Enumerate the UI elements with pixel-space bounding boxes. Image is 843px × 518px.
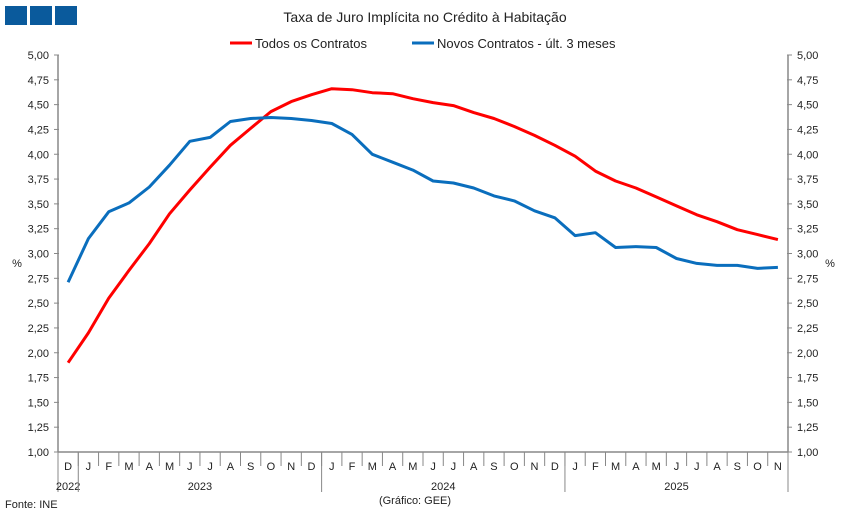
source-note: Fonte: INE: [5, 499, 58, 511]
y-tick-label-right: 3,75: [797, 174, 818, 186]
y-tick-label-left: 4,75: [28, 75, 49, 87]
x-tick-label: M: [124, 461, 133, 473]
x-tick-label: N: [774, 461, 782, 473]
x-tick-label: S: [490, 461, 497, 473]
year-label: 2022: [56, 481, 80, 493]
y-tick-label-left: 2,50: [28, 298, 49, 310]
x-tick-label: O: [267, 461, 276, 473]
x-tick-label: S: [247, 461, 254, 473]
x-tick-label: A: [389, 461, 397, 473]
y-tick-label-left: 3,25: [28, 224, 49, 236]
x-tick-label: F: [105, 461, 112, 473]
y-tick-label-left: 3,00: [28, 249, 49, 261]
x-tick-label: J: [430, 461, 436, 473]
year-label: 2025: [664, 481, 688, 493]
logo-square: [55, 6, 77, 25]
y-tick-label-left: 1,50: [28, 397, 49, 409]
x-tick-label: O: [753, 461, 762, 473]
credit-note: (Gráfico: GEE): [379, 495, 451, 507]
y-tick-label-right: 2,00: [797, 348, 818, 360]
x-tick-label: J: [329, 461, 335, 473]
x-tick-label: J: [674, 461, 680, 473]
y-tick-label-left: 4,25: [28, 124, 49, 136]
legend: Todos os Contratos Novos Contratos - últ…: [230, 36, 616, 51]
y-tick-label-right: 4,00: [797, 149, 818, 161]
y-tick-label-right: 5,00: [797, 50, 818, 62]
y-tick-label-right: 1,50: [797, 397, 818, 409]
y-tick-label-left: 5,00: [28, 50, 49, 62]
x-tick-label: A: [470, 461, 478, 473]
y-tick-label-left: 2,00: [28, 348, 49, 360]
x-tick-label: F: [592, 461, 599, 473]
x-tick-label: A: [146, 461, 154, 473]
x-tick-label: D: [64, 461, 72, 473]
y-tick-label-left: 2,75: [28, 273, 49, 285]
y-tick-label-left: 4,00: [28, 149, 49, 161]
logo-square: [5, 6, 27, 25]
x-tick-label: A: [227, 461, 235, 473]
y-tick-label-right: 2,50: [797, 298, 818, 310]
series-line-todos-contratos: [66, 87, 779, 364]
x-tick-label: N: [531, 461, 539, 473]
x-tick-label: M: [368, 461, 377, 473]
logo-square: [30, 6, 52, 25]
y-tick-label-right: 2,25: [797, 323, 818, 335]
y-tick-label-right: 1,00: [797, 447, 818, 459]
y-tick-label-left: 3,50: [28, 199, 49, 211]
x-tick-label: M: [165, 461, 174, 473]
y-tick-label-right: 2,75: [797, 273, 818, 285]
x-tick-label: D: [307, 461, 315, 473]
year-label: 2023: [188, 481, 212, 493]
chart-title: Taxa de Juro Implícita no Crédito à Habi…: [283, 9, 566, 25]
x-tick-label: M: [652, 461, 661, 473]
y-tick-label-right: 3,25: [797, 224, 818, 236]
legend-label-todos: Todos os Contratos: [255, 36, 368, 51]
y-axis-label-right: %: [825, 258, 835, 270]
y-tick-label-left: 3,75: [28, 174, 49, 186]
x-tick-label: M: [611, 461, 620, 473]
y-tick-label-right: 1,25: [797, 422, 818, 434]
year-label: 2024: [431, 481, 455, 493]
y-tick-label-left: 1,25: [28, 422, 49, 434]
y-tick-label-left: 1,00: [28, 447, 49, 459]
series-line-novos-contratos: [66, 116, 778, 283]
x-tick-label: M: [408, 461, 417, 473]
y-tick-label-left: 2,25: [28, 323, 49, 335]
y-tick-label-right: 4,75: [797, 75, 818, 87]
x-tick-label: A: [632, 461, 640, 473]
x-tick-label: J: [207, 461, 213, 473]
x-tick-label: S: [734, 461, 741, 473]
x-tick-label: J: [451, 461, 457, 473]
y-axis-label-left: %: [12, 258, 22, 270]
x-tick-label: J: [187, 461, 193, 473]
x-tick-label: A: [713, 461, 721, 473]
x-tick-label: J: [572, 461, 578, 473]
x-tick-label: F: [349, 461, 356, 473]
y-tick-label-right: 4,25: [797, 124, 818, 136]
x-tick-label: J: [694, 461, 700, 473]
x-tick-label: O: [510, 461, 519, 473]
y-tick-label-right: 1,75: [797, 373, 818, 385]
y-tick-label-left: 4,50: [28, 100, 49, 112]
legend-label-novos: Novos Contratos - últ. 3 meses: [437, 36, 616, 51]
x-tick-label: J: [86, 461, 92, 473]
y-tick-label-left: 1,75: [28, 373, 49, 385]
y-tick-label-right: 3,50: [797, 199, 818, 211]
y-tick-label-right: 4,50: [797, 100, 818, 112]
x-tick-label: N: [287, 461, 295, 473]
y-tick-label-right: 3,00: [797, 249, 818, 261]
x-tick-label: D: [551, 461, 559, 473]
